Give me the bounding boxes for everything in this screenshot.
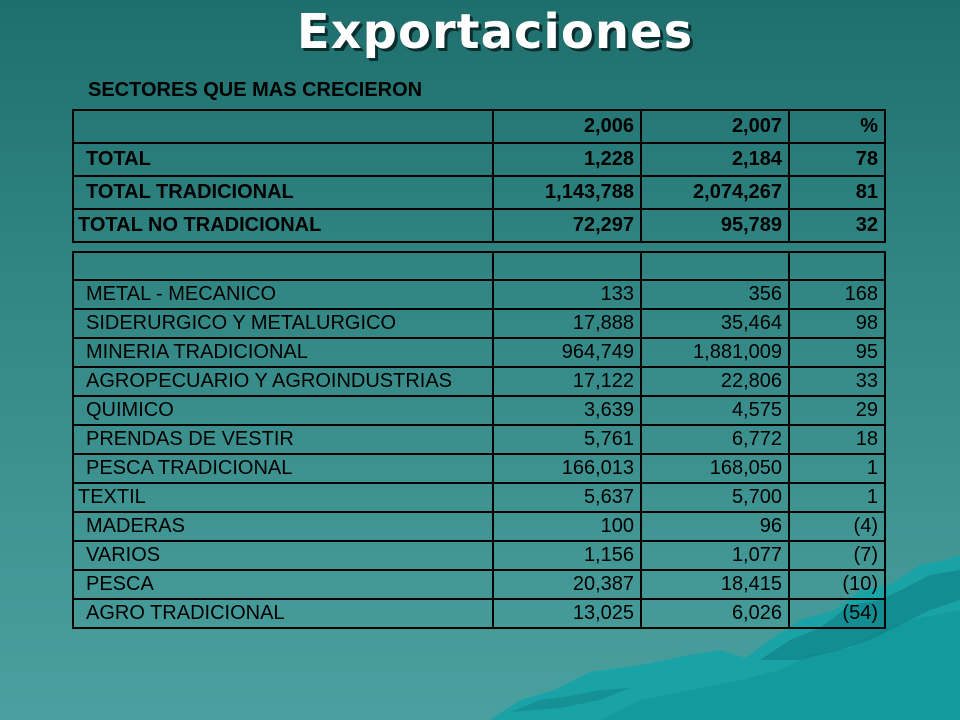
value-percent: (7) <box>788 540 886 571</box>
row-label: PESCA <box>72 569 494 600</box>
value-2006: 17,122 <box>492 366 642 397</box>
header-2007: 2,007 <box>640 109 790 144</box>
blank-cell <box>788 251 886 281</box>
row-label: AGRO TRADICIONAL <box>72 598 494 629</box>
value-2007: 95,789 <box>640 208 790 243</box>
row-label: MINERIA TRADICIONAL <box>72 337 494 368</box>
value-2006: 20,387 <box>492 569 642 600</box>
header-label-cell <box>72 109 494 144</box>
table-row: METAL - MECANICO 133 356 168 <box>72 279 886 310</box>
table-subtitle: SECTORES QUE MAS CRECIERON <box>88 79 423 101</box>
table-row: MINERIA TRADICIONAL 964,749 1,881,009 95 <box>72 337 886 368</box>
row-label: TOTAL <box>72 142 494 177</box>
value-percent: 29 <box>788 395 886 426</box>
blank-cell <box>72 251 494 281</box>
header-percent: % <box>788 109 886 144</box>
table-row: PESCA 20,387 18,415 (10) <box>72 569 886 600</box>
row-label: TEXTIL <box>72 482 494 513</box>
table-row-blank <box>72 251 886 281</box>
table-row: PESCA TRADICIONAL 166,013 168,050 1 <box>72 453 886 484</box>
value-2006: 3,639 <box>492 395 642 426</box>
value-2007: 1,881,009 <box>640 337 790 368</box>
table-row: TEXTIL 5,637 5,700 1 <box>72 482 886 513</box>
value-2007: 6,026 <box>640 598 790 629</box>
table-row: MADERAS 100 96 (4) <box>72 511 886 542</box>
value-percent: 98 <box>788 308 886 339</box>
value-percent: (10) <box>788 569 886 600</box>
row-label: PRENDAS DE VESTIR <box>72 424 494 455</box>
value-percent: (54) <box>788 598 886 629</box>
value-percent: (4) <box>788 511 886 542</box>
row-label: AGROPECUARIO Y AGROINDUSTRIAS <box>72 366 494 397</box>
value-2006: 133 <box>492 279 642 310</box>
table-header-row: 2,006 2,007 % <box>72 109 886 144</box>
table-row: VARIOS 1,156 1,077 (7) <box>72 540 886 571</box>
value-2006: 5,637 <box>492 482 642 513</box>
value-2007: 2,074,267 <box>640 175 790 210</box>
table-row-total-no-tradicional: TOTAL NO TRADICIONAL 72,297 95,789 32 <box>72 208 886 243</box>
value-2007: 6,772 <box>640 424 790 455</box>
row-label: QUIMICO <box>72 395 494 426</box>
value-2006: 964,749 <box>492 337 642 368</box>
value-percent: 33 <box>788 366 886 397</box>
page-title: Exportaciones <box>296 4 694 60</box>
value-2007: 356 <box>640 279 790 310</box>
blank-cell <box>492 251 642 281</box>
row-label: MADERAS <box>72 511 494 542</box>
value-percent: 18 <box>788 424 886 455</box>
value-percent: 1 <box>788 453 886 484</box>
value-2007: 35,464 <box>640 308 790 339</box>
spacer-cell <box>73 241 885 253</box>
row-label: PESCA TRADICIONAL <box>72 453 494 484</box>
row-label: SIDERURGICO Y METALURGICO <box>72 308 494 339</box>
blank-cell <box>640 251 790 281</box>
value-percent: 1 <box>788 482 886 513</box>
value-2007: 96 <box>640 511 790 542</box>
table-row: PRENDAS DE VESTIR 5,761 6,772 18 <box>72 424 886 455</box>
value-percent: 78 <box>788 142 886 177</box>
value-percent: 95 <box>788 337 886 368</box>
value-2007: 1,077 <box>640 540 790 571</box>
value-2006: 100 <box>492 511 642 542</box>
sector-rows: METAL - MECANICO 133 356 168 SIDERURGICO Y M… <box>72 279 886 629</box>
value-percent: 32 <box>788 208 886 243</box>
exports-table: 2,006 2,007 % TOTAL 1,228 2,184 78 TOTAL… <box>72 109 886 629</box>
table-row: AGROPECUARIO Y AGROINDUSTRIAS 17,122 22,80… <box>72 366 886 397</box>
row-label: VARIOS <box>72 540 494 571</box>
value-2007: 5,700 <box>640 482 790 513</box>
value-2006: 166,013 <box>492 453 642 484</box>
value-2007: 168,050 <box>640 453 790 484</box>
header-2006: 2,006 <box>492 109 642 144</box>
table-row-total-tradicional: TOTAL TRADICIONAL 1,143,788 2,074,267 81 <box>72 175 886 210</box>
value-2006: 1,228 <box>492 142 642 177</box>
table-row: AGRO TRADICIONAL 13,025 6,026 (54) <box>72 598 886 629</box>
value-2007: 22,806 <box>640 366 790 397</box>
value-2006: 72,297 <box>492 208 642 243</box>
table-row: SIDERURGICO Y METALURGICO 17,888 35,464 98 <box>72 308 886 339</box>
value-2006: 17,888 <box>492 308 642 339</box>
value-2007: 2,184 <box>640 142 790 177</box>
value-2006: 5,761 <box>492 424 642 455</box>
value-2007: 4,575 <box>640 395 790 426</box>
table-row-total: TOTAL 1,228 2,184 78 <box>72 142 886 177</box>
value-2007: 18,415 <box>640 569 790 600</box>
value-percent: 168 <box>788 279 886 310</box>
table-row: QUIMICO 3,639 4,575 29 <box>72 395 886 426</box>
value-2006: 13,025 <box>492 598 642 629</box>
value-2006: 1,156 <box>492 540 642 571</box>
table-spacer <box>73 241 885 253</box>
row-label: TOTAL TRADICIONAL <box>72 175 494 210</box>
value-2006: 1,143,788 <box>492 175 642 210</box>
value-percent: 81 <box>788 175 886 210</box>
row-label: METAL - MECANICO <box>72 279 494 310</box>
row-label: TOTAL NO TRADICIONAL <box>72 208 494 243</box>
